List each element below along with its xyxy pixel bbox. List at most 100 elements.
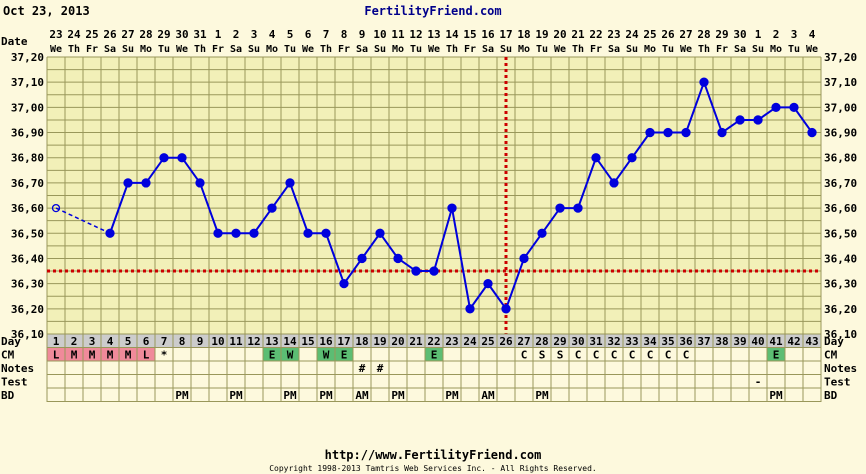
temperature-point[interactable] <box>303 228 313 238</box>
temperature-point[interactable] <box>771 102 781 113</box>
row-cell-test <box>334 374 354 389</box>
row-cell-bd <box>550 387 570 402</box>
y-tick-label-left: 36,30 <box>11 278 44 291</box>
row-cell-notes <box>712 360 732 375</box>
temperature-point[interactable] <box>141 178 151 188</box>
temperature-point[interactable] <box>195 178 205 188</box>
temperature-point[interactable] <box>105 228 115 238</box>
row-value-bd: PM <box>391 389 405 402</box>
y-tick-label-left: 37,10 <box>11 76 44 89</box>
temperature-point[interactable] <box>339 278 349 289</box>
temperature-point[interactable] <box>663 127 673 138</box>
row-cell-cm <box>748 347 768 362</box>
temperature-point[interactable] <box>177 153 187 163</box>
row-cell-cm <box>226 347 246 362</box>
temperature-point[interactable] <box>789 102 799 113</box>
temperature-point[interactable] <box>393 253 403 264</box>
x-weekday-label: Su <box>500 44 512 55</box>
row-value-day: 40 <box>751 335 764 348</box>
y-tick-label-left: 36,70 <box>11 177 44 190</box>
temperature-point[interactable] <box>537 228 547 238</box>
row-cell-notes <box>406 360 426 375</box>
temperature-point[interactable] <box>645 127 655 138</box>
row-cell-test <box>406 374 426 389</box>
temperature-point[interactable] <box>627 153 637 163</box>
temperature-point[interactable] <box>159 153 169 163</box>
row-value-day: 20 <box>391 335 404 348</box>
row-value-bd: AM <box>481 389 495 402</box>
row-value-day: 8 <box>179 335 186 348</box>
row-cell-test <box>568 374 588 389</box>
row-value-bd: AM <box>355 389 369 402</box>
temperature-point[interactable] <box>357 253 367 264</box>
x-date-label: 10 <box>373 28 386 41</box>
row-cell-notes <box>154 360 174 375</box>
row-value-day: 34 <box>643 335 657 348</box>
x-date-label: 2 <box>773 28 780 41</box>
row-value-day: 38 <box>715 335 728 348</box>
row-cell-test <box>46 374 66 389</box>
y-tick-label-left: 36,20 <box>11 303 44 316</box>
temperature-point[interactable] <box>591 153 601 163</box>
temperature-point[interactable] <box>681 127 691 138</box>
row-cell-notes <box>316 360 336 375</box>
row-value-bd: PM <box>319 389 333 402</box>
temperature-point[interactable] <box>699 77 709 87</box>
temperature-point[interactable] <box>51 203 61 213</box>
temperature-point[interactable] <box>609 178 619 188</box>
temperature-point[interactable] <box>465 304 475 314</box>
temperature-point[interactable] <box>123 178 133 188</box>
row-cell-notes <box>766 360 786 375</box>
row-cell-bd <box>244 387 264 402</box>
row-cell-bd <box>802 387 822 402</box>
temperature-point[interactable] <box>249 228 259 238</box>
x-weekday-label: We <box>302 44 314 55</box>
row-value-notes: # <box>359 362 366 375</box>
row-cell-test <box>586 374 606 389</box>
x-date-label: 20 <box>553 28 566 41</box>
y-tick-label-right: 36,70 <box>824 177 857 190</box>
row-value-day: 43 <box>805 335 818 348</box>
x-date-label: 26 <box>103 28 117 41</box>
row-cell-bd <box>730 387 750 402</box>
temperature-point[interactable] <box>285 178 295 188</box>
row-cell-bd <box>154 387 174 402</box>
row-value-cm: * <box>161 349 168 362</box>
row-cell-test <box>370 374 390 389</box>
temperature-point[interactable] <box>483 278 493 289</box>
row-cell-test <box>190 374 210 389</box>
temperature-point[interactable] <box>267 203 277 213</box>
row-label-bd: BD <box>1 389 15 402</box>
x-weekday-label: We <box>680 44 692 55</box>
temperature-point[interactable] <box>429 266 439 276</box>
row-cell-bd <box>136 387 156 402</box>
temperature-point[interactable] <box>447 203 457 213</box>
row-cell-bd <box>514 387 534 402</box>
row-cell-notes <box>208 360 228 375</box>
row-cell-cm <box>208 347 228 362</box>
temperature-point[interactable] <box>735 115 745 125</box>
x-date-label: 1 <box>755 28 762 41</box>
x-weekday-label: Fr <box>338 44 350 55</box>
temperature-point[interactable] <box>411 266 421 276</box>
temperature-point[interactable] <box>375 228 385 238</box>
temperature-point[interactable] <box>753 115 763 125</box>
row-value-bd: PM <box>445 389 459 402</box>
temperature-point[interactable] <box>555 203 565 213</box>
temperature-point[interactable] <box>321 228 331 238</box>
temperature-point[interactable] <box>573 203 583 213</box>
x-weekday-label: Mo <box>770 44 782 55</box>
temperature-point[interactable] <box>231 228 241 238</box>
footer-url[interactable]: http://www.FertilityFriend.com <box>325 448 542 462</box>
temperature-point[interactable] <box>501 304 511 314</box>
temperature-point[interactable] <box>213 228 223 238</box>
x-weekday-label: Mo <box>266 44 278 55</box>
temperature-point[interactable] <box>807 127 817 138</box>
row-value-cm: M <box>89 349 96 362</box>
temperature-point[interactable] <box>717 127 727 138</box>
row-cell-notes <box>586 360 606 375</box>
x-date-label: 3 <box>791 28 798 41</box>
temperature-point[interactable] <box>519 253 529 264</box>
x-date-label: 21 <box>571 28 585 41</box>
row-cell-notes <box>172 360 192 375</box>
